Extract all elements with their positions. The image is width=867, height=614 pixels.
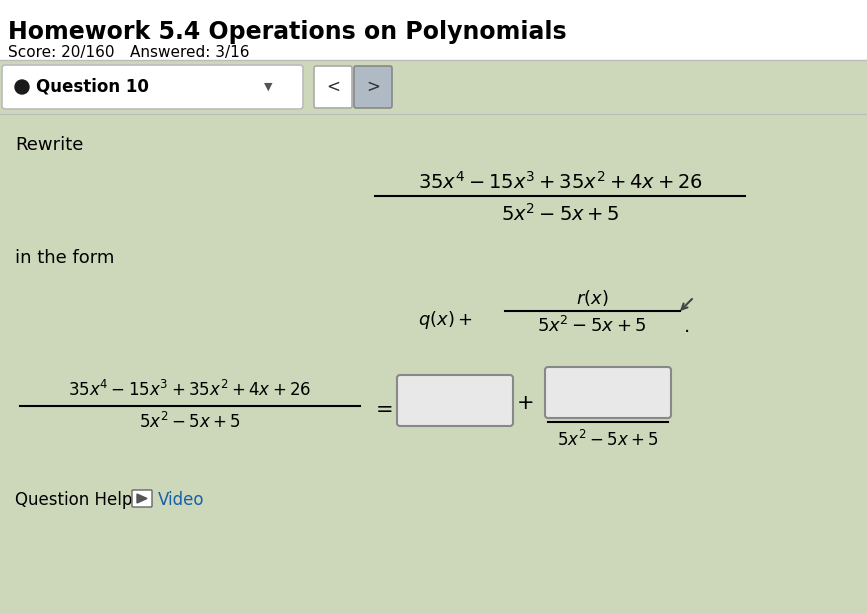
Text: $5x^2 - 5x + 5$: $5x^2 - 5x + 5$ (140, 412, 241, 432)
Text: $35x^4 - 15x^3 + 35x^2 + 4x + 26$: $35x^4 - 15x^3 + 35x^2 + 4x + 26$ (418, 171, 702, 193)
Text: $35x^4 - 15x^3 + 35x^2 + 4x + 26$: $35x^4 - 15x^3 + 35x^2 + 4x + 26$ (68, 380, 311, 400)
FancyBboxPatch shape (397, 375, 513, 426)
Text: Score: 20/160: Score: 20/160 (8, 45, 114, 60)
FancyBboxPatch shape (314, 66, 352, 108)
Text: $5x^2 - 5x + 5$: $5x^2 - 5x + 5$ (538, 316, 647, 336)
Text: Video: Video (158, 491, 205, 509)
Text: $5x^2 - 5x + 5$: $5x^2 - 5x + 5$ (557, 430, 659, 450)
Text: $q(x) +$: $q(x) +$ (418, 309, 473, 331)
FancyBboxPatch shape (0, 0, 867, 60)
FancyBboxPatch shape (354, 66, 392, 108)
Text: Answered: 3/16: Answered: 3/16 (130, 45, 250, 60)
Text: $=$: $=$ (371, 398, 393, 418)
FancyBboxPatch shape (2, 65, 303, 109)
Polygon shape (137, 494, 147, 503)
Text: >: > (366, 78, 380, 96)
Text: Rewrite: Rewrite (15, 136, 83, 154)
Text: Question Help:: Question Help: (15, 491, 138, 509)
Text: $r(x)$: $r(x)$ (576, 288, 609, 308)
Text: <: < (326, 78, 340, 96)
Text: Homework 5.4 Operations on Polynomials: Homework 5.4 Operations on Polynomials (8, 20, 567, 44)
FancyBboxPatch shape (132, 490, 152, 507)
Text: ▼: ▼ (264, 82, 272, 92)
Text: $5x^2 - 5x + 5$: $5x^2 - 5x + 5$ (500, 203, 619, 225)
Circle shape (15, 80, 29, 94)
Text: Question 10: Question 10 (36, 78, 149, 96)
FancyBboxPatch shape (545, 367, 671, 418)
Text: .: . (684, 316, 690, 335)
Text: in the form: in the form (15, 249, 114, 267)
Text: $+$: $+$ (517, 393, 534, 413)
